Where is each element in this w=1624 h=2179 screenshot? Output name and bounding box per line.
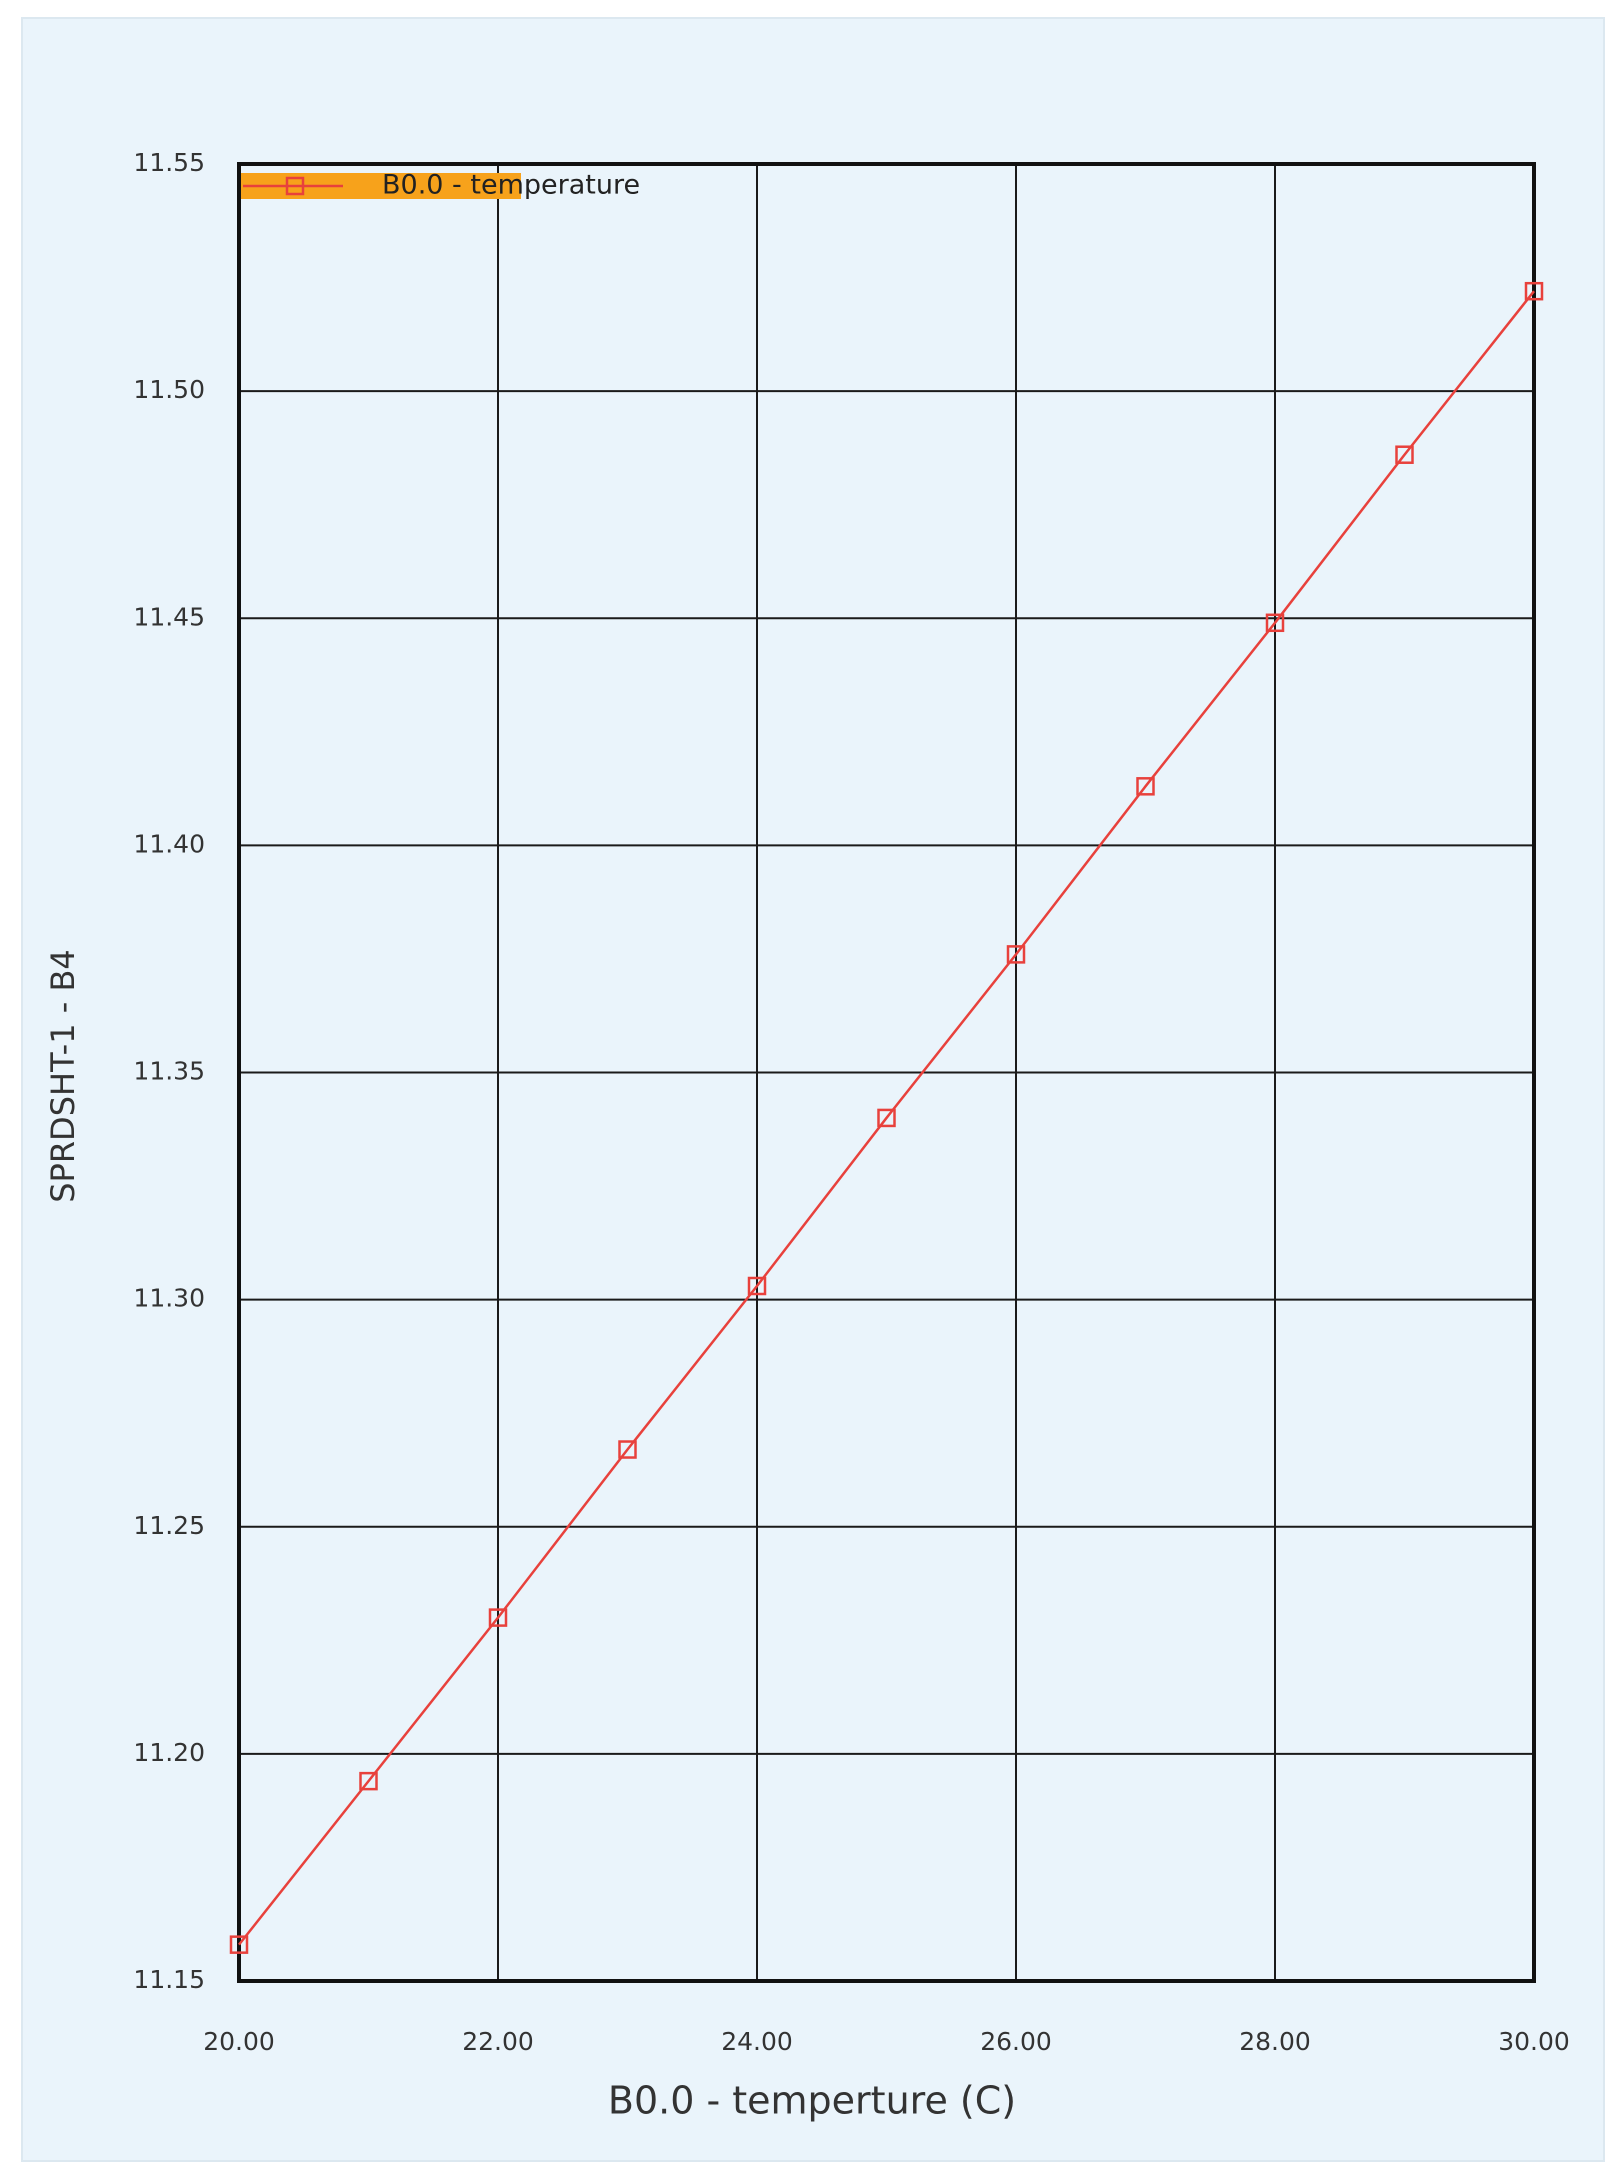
point-marker (1524, 281, 1544, 301)
legend-label: B0.0 - temperature (382, 170, 640, 201)
point-marker (1395, 445, 1414, 464)
point-marker (618, 1440, 637, 1459)
y-tick-label: 11.15 (133, 1965, 205, 1994)
point-marker (229, 1935, 249, 1954)
y-tick-label: 11.35 (133, 1057, 205, 1086)
panel (21, 17, 1605, 2162)
y-tick-label: 11.55 (133, 148, 205, 177)
point-marker (1265, 613, 1285, 633)
legend-marker (285, 176, 305, 196)
point-marker (359, 1771, 378, 1791)
point-marker (488, 1608, 508, 1627)
y-tick-label: 11.50 (133, 375, 205, 404)
y-tick-label: 11.25 (133, 1511, 205, 1540)
point-marker (1006, 945, 1026, 964)
point-marker (877, 1108, 896, 1128)
y-tick-label: 11.40 (133, 829, 205, 858)
y-tick-label: 11.30 (133, 1284, 205, 1313)
point-marker (1136, 777, 1155, 796)
x-tick-label: 22.00 (462, 2027, 534, 2056)
x-tick-label: 28.00 (1239, 2027, 1311, 2056)
y-tick-label: 11.45 (133, 602, 205, 631)
x-tick-label: 20.00 (203, 2027, 275, 2056)
point-marker (747, 1276, 767, 1296)
plot-frame (237, 162, 1536, 1983)
x-tick-label: 30.00 (1498, 2027, 1570, 2056)
y-tick-label: 11.20 (133, 1738, 205, 1767)
y-axis-title: SPRDSHT-1 - B4 (44, 949, 82, 1203)
x-axis-title: B0.0 - temperture (C) (608, 2079, 1016, 2123)
x-tick-label: 26.00 (980, 2027, 1052, 2056)
series-line (238, 290, 1535, 1946)
x-tick-label: 24.00 (721, 2027, 793, 2056)
